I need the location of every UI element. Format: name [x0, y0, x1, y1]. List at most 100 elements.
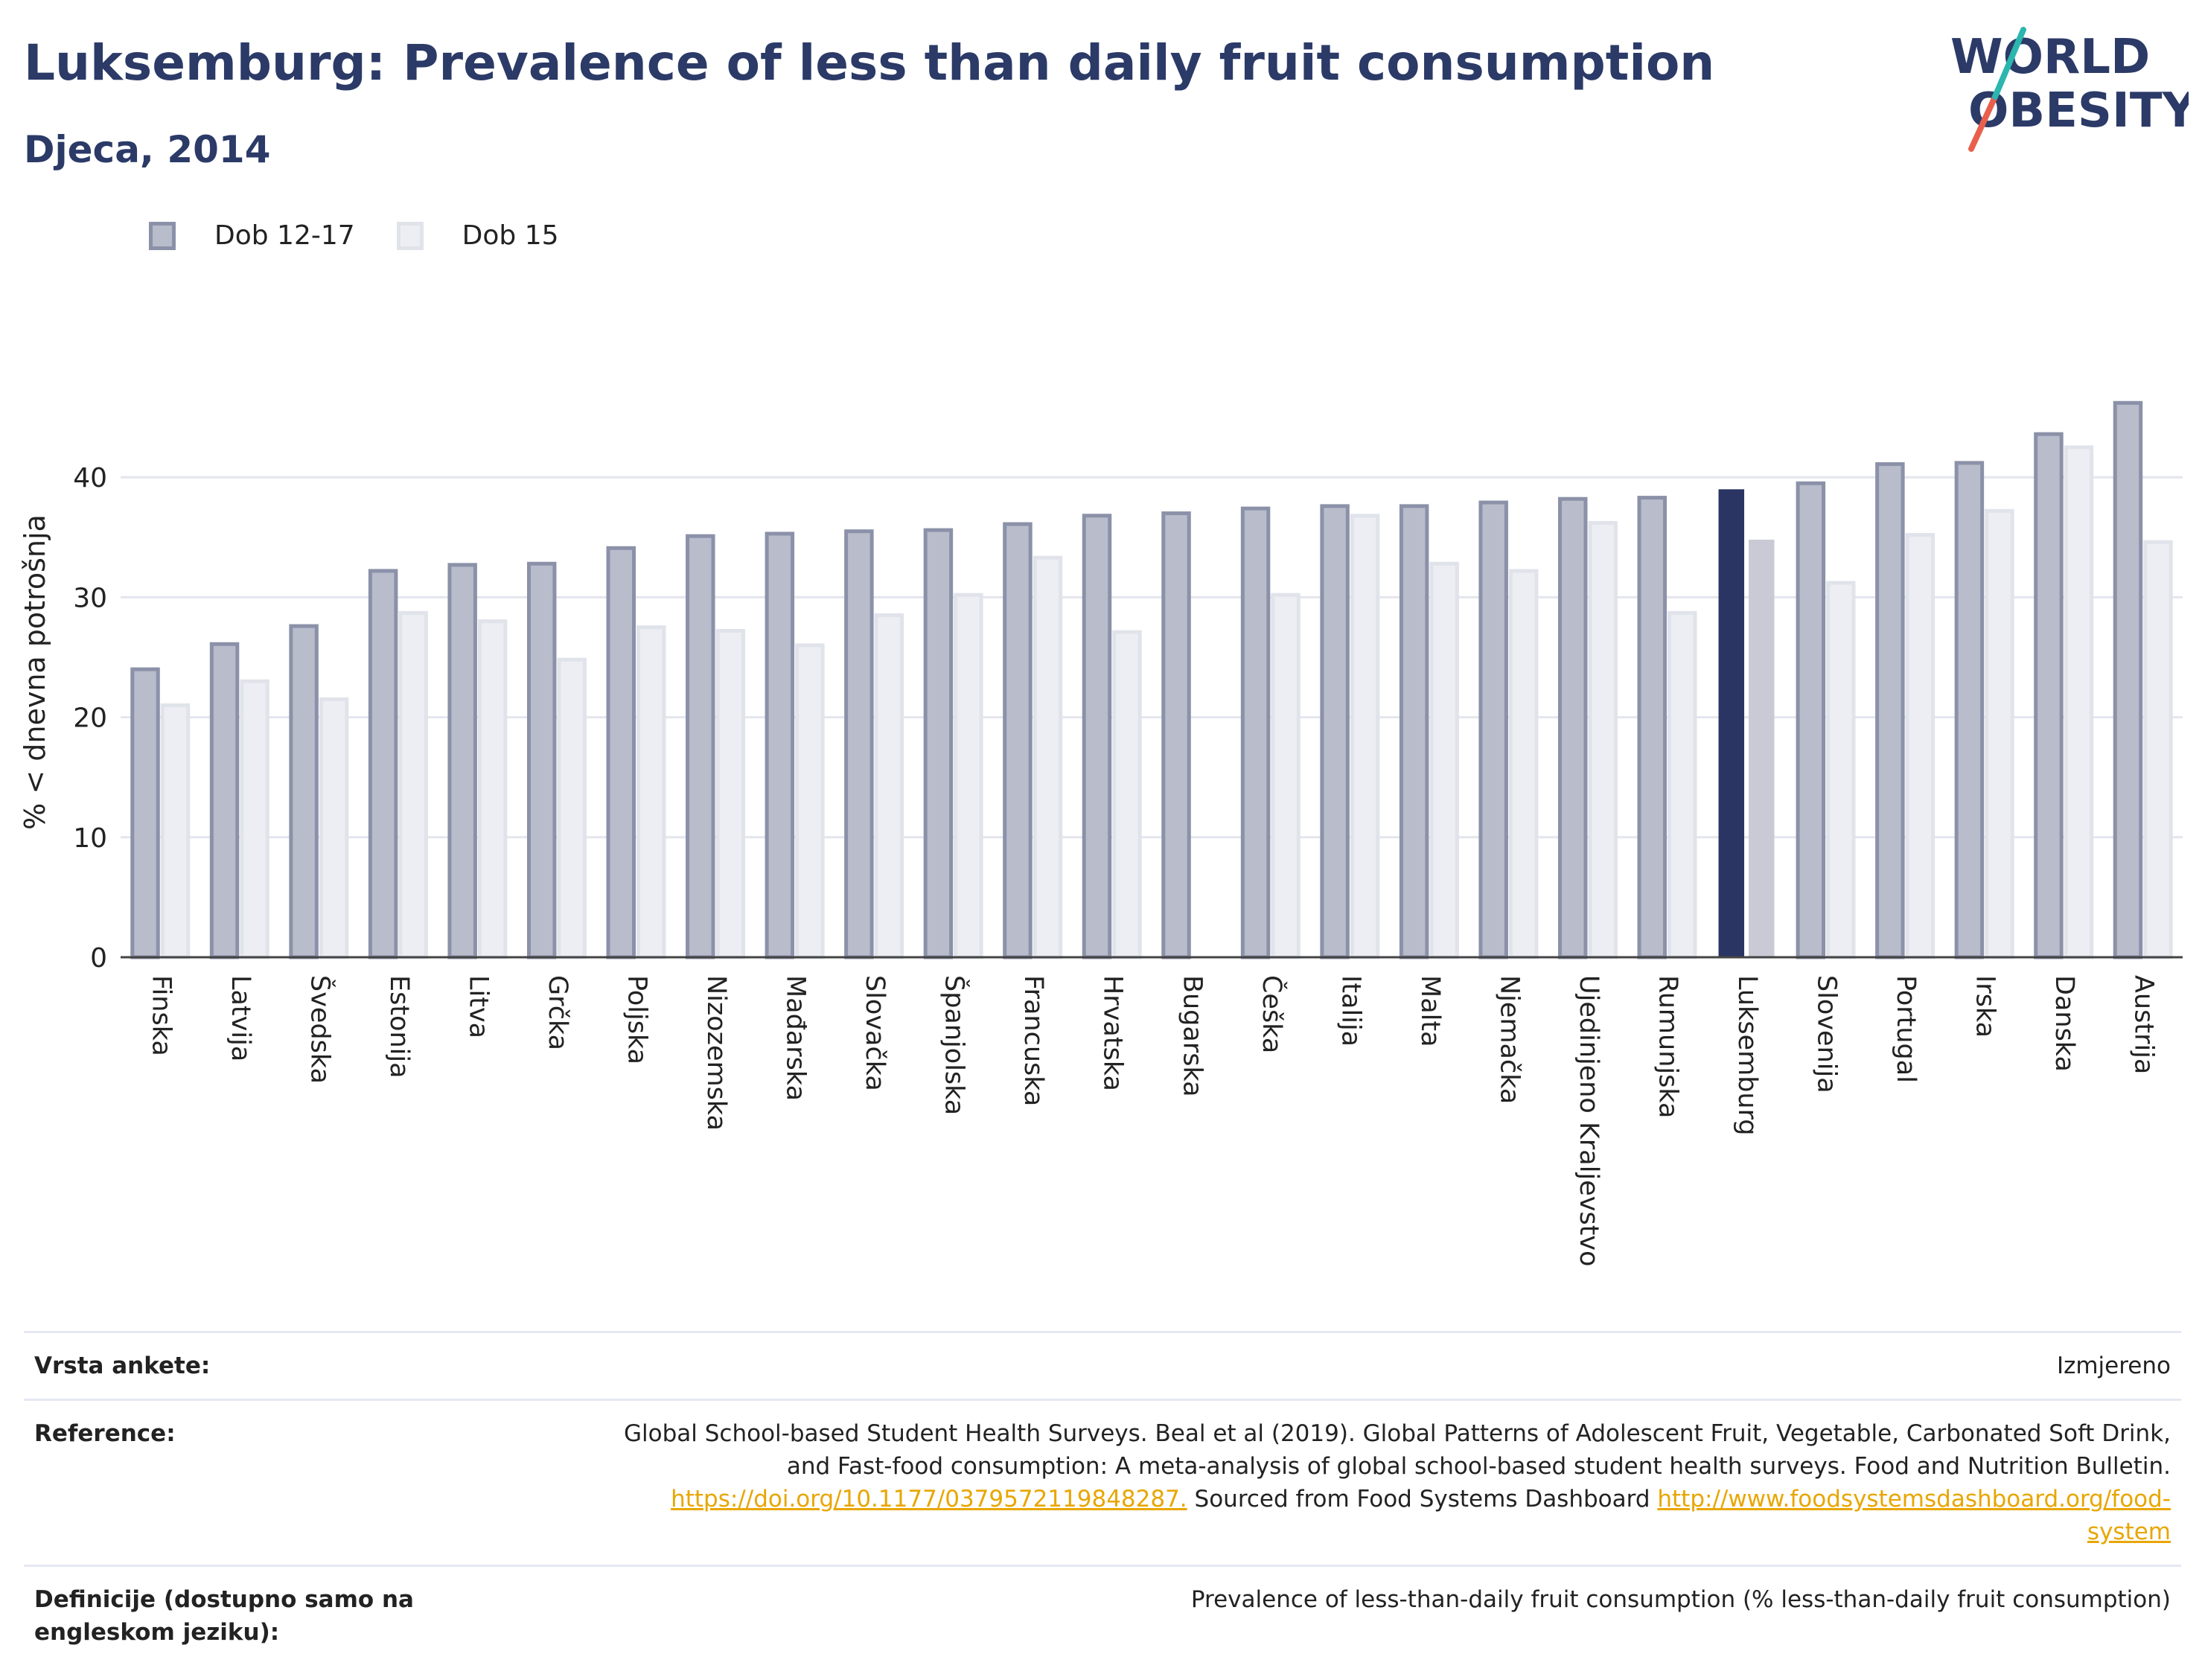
bar-series2	[1826, 581, 1856, 959]
reference-text-line2: and Fast-food consumption: A meta-analys…	[786, 1453, 2171, 1480]
x-tick-label: Estonija	[384, 975, 414, 1079]
y-tick-label: 40	[73, 463, 107, 494]
bar-series1	[1718, 489, 1745, 957]
x-tick-label: Austrija	[2129, 975, 2159, 1074]
x-tick-label: Njemačka	[1494, 975, 1524, 1104]
x-tick-label: Ujedinjeno Kraljevstvo	[1574, 975, 1603, 1267]
x-tick-label: Španjolska	[939, 975, 971, 1115]
logo-slash-upper	[1992, 27, 2026, 100]
legend-item-series1[interactable]: Dob 12-17	[149, 220, 355, 251]
bar-series1	[130, 667, 160, 959]
legend-label-series2: Dob 15	[462, 220, 559, 251]
meta-row-definition: Definicije (dostupno samo na engleskom j…	[24, 1565, 2181, 1665]
bar-series2	[874, 613, 904, 959]
x-tick-label: Irska	[1970, 975, 2000, 1038]
x-tick-label: Rumunjska	[1653, 975, 1683, 1118]
definition-value: Prevalence of less-than-daily fruit cons…	[1190, 1586, 2171, 1613]
bar-series1	[1637, 496, 1667, 959]
legend-swatch-series1	[149, 221, 176, 250]
reference-text-line1: Global School-based Student Health Surve…	[624, 1420, 2171, 1447]
reference-dashboard-link[interactable]: http://www.foodsystemsdashboard.org/food…	[1657, 1486, 2171, 1513]
chart-grid	[121, 476, 2183, 839]
bar-series2	[477, 619, 508, 959]
x-tick-label: Luksemburg	[1732, 975, 1762, 1136]
bar-series1	[1557, 496, 1588, 959]
bar-series1	[923, 528, 954, 959]
bar-series2	[557, 657, 587, 959]
world-obesity-logo: WORLD OBESITY	[1950, 27, 2189, 152]
x-tick-label: Slovačka	[860, 975, 890, 1091]
bar-series2	[319, 697, 349, 959]
bar-chart: 0 10 20 30 40 Finska Latvija Švedska Estonija Li…	[19, 400, 2183, 1267]
x-tick-label: Slovenija	[1812, 975, 1842, 1093]
x-tick-label: Hrvatska	[1098, 975, 1128, 1091]
bar-series2	[240, 679, 269, 959]
bar-series1	[2034, 432, 2064, 959]
bar-series1	[289, 624, 319, 959]
bar-series1	[526, 561, 557, 959]
x-tick-label: Malta	[1415, 975, 1445, 1047]
y-tick-labels: 0 10 20 30 40	[73, 463, 107, 974]
bar-series1	[844, 529, 874, 959]
x-tick-label: Poljska	[622, 975, 652, 1064]
y-axis-label: % < dnevna potrošnja	[19, 514, 51, 830]
x-tick-label: Portugal	[1891, 975, 1921, 1083]
bar-series2	[160, 703, 191, 959]
bar-series1	[686, 534, 715, 959]
bar-series2	[1112, 630, 1142, 959]
bar-series2	[1588, 520, 1618, 959]
x-tick-label: Italija	[1335, 975, 1365, 1047]
y-tick-label: 10	[73, 823, 107, 854]
x-tick-label: Bugarska	[1177, 975, 1207, 1097]
meta-row-survey-type: Vrsta ankete: Izmjereno	[24, 1331, 2181, 1399]
reference-dashboard-link-cont[interactable]: system	[2087, 1518, 2171, 1545]
bar-series2	[2143, 540, 2173, 959]
y-tick-label: 20	[73, 703, 107, 734]
bar-series2	[1749, 540, 1775, 957]
x-tick-label: Češka	[1257, 975, 1288, 1053]
bar-series1	[1796, 481, 1826, 959]
definition-key: Definicije (dostupno samo na engleskom j…	[34, 1586, 414, 1646]
bar-series1	[447, 563, 477, 959]
x-tick-label: Latvija	[226, 975, 255, 1061]
bar-series2	[1668, 610, 1697, 959]
bar-series1	[1875, 461, 1905, 959]
bar-series2	[795, 643, 825, 959]
legend-swatch-series2	[396, 221, 424, 250]
chart-bars	[130, 400, 2173, 959]
reference-text-mid: Sourced from Food Systems Dashboard	[1187, 1486, 1658, 1513]
bar-series1	[368, 569, 398, 959]
bar-series2	[1508, 569, 1539, 959]
bar-series2	[954, 593, 983, 959]
x-tick-label: Litva	[463, 975, 493, 1038]
meta-row-reference: Reference: Global School-based Student H…	[24, 1399, 2181, 1565]
bar-series2	[398, 610, 428, 959]
bar-series1	[2113, 400, 2143, 959]
bar-series1	[1320, 504, 1350, 959]
reference-key: Reference:	[34, 1420, 176, 1447]
x-tick-label: Francuska	[1018, 975, 1048, 1106]
bar-series2	[1271, 593, 1301, 959]
bar-series1	[1082, 514, 1112, 959]
bar-series2	[1985, 508, 2014, 959]
bar-series1	[1954, 461, 1985, 959]
bar-series1	[606, 546, 636, 959]
page-subtitle: Djeca, 2014	[24, 128, 271, 171]
logo-text-world: WORLD	[1950, 30, 2150, 85]
logo-slash-lower	[1968, 94, 1998, 152]
metadata-table: Vrsta ankete: Izmjereno Reference: Globa…	[24, 1331, 2181, 1665]
x-tick-label: Grčka	[543, 975, 572, 1050]
bar-series1	[1478, 500, 1508, 959]
x-tick-labels: Finska Latvija Švedska Estonija Litva Grčka Po…	[146, 975, 2158, 1267]
bar-series1	[1161, 511, 1191, 959]
bar-series2	[1429, 561, 1459, 959]
legend-label-series1: Dob 12-17	[214, 220, 355, 251]
y-tick-label: 0	[90, 943, 107, 974]
bar-series1	[1240, 506, 1271, 959]
bar-series1	[1399, 504, 1429, 959]
x-tick-label: Danska	[2049, 975, 2079, 1072]
reference-doi-link[interactable]: https://doi.org/10.1177/0379572119848287…	[671, 1486, 1187, 1513]
legend-item-series2[interactable]: Dob 15	[396, 220, 559, 251]
survey-type-key: Vrsta ankete:	[34, 1352, 211, 1379]
x-tick-label: Nizozemska	[701, 975, 731, 1131]
